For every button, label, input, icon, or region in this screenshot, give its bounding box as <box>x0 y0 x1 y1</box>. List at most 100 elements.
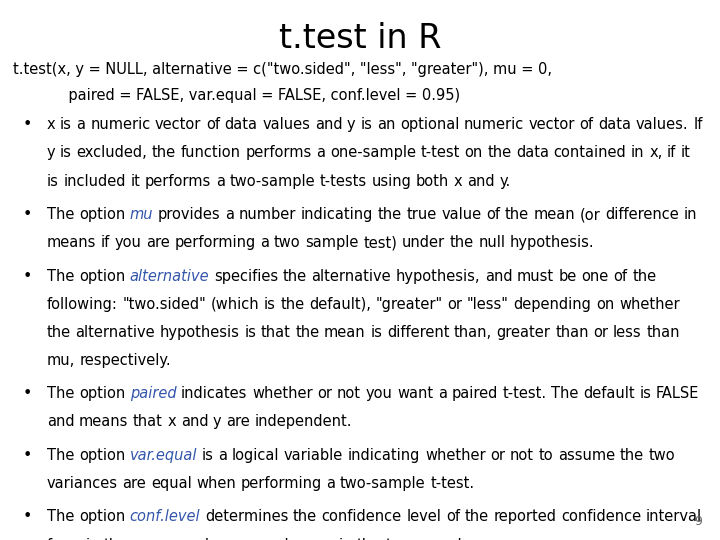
Text: one-sample: one-sample <box>132 537 218 540</box>
Text: the: the <box>378 207 402 222</box>
Text: or: or <box>593 325 608 340</box>
Text: numeric: numeric <box>90 117 150 132</box>
Text: hypothesis.: hypothesis. <box>510 235 595 250</box>
Text: that: that <box>133 414 163 429</box>
Text: is: is <box>60 145 72 160</box>
Text: different: different <box>387 325 449 340</box>
Text: to: to <box>539 448 553 463</box>
Text: is: is <box>202 448 214 463</box>
Text: optional: optional <box>400 117 459 132</box>
Text: the: the <box>505 207 528 222</box>
Text: option: option <box>78 268 125 284</box>
Text: performs: performs <box>246 145 312 160</box>
Text: if: if <box>101 235 110 250</box>
Text: and: and <box>261 537 289 540</box>
Text: •: • <box>22 448 32 463</box>
Text: using: using <box>372 173 411 188</box>
Text: or: or <box>447 296 462 312</box>
Text: mean: mean <box>534 207 575 222</box>
Text: The: The <box>47 207 74 222</box>
Text: t.test(x, y = NULL, alternative = c("two.sided", "less", "greater"), mu = 0,: t.test(x, y = NULL, alternative = c("two… <box>13 62 552 77</box>
Text: included: included <box>63 173 126 188</box>
Text: true: true <box>406 207 436 222</box>
Text: var.equal: var.equal <box>130 448 197 463</box>
Text: are: are <box>122 476 146 491</box>
Text: two-sample: two-sample <box>386 537 472 540</box>
Text: one-sample: one-sample <box>330 145 416 160</box>
Text: default),: default), <box>309 296 371 312</box>
Text: variable: variable <box>284 448 343 463</box>
Text: on: on <box>464 145 482 160</box>
Text: level: level <box>406 509 441 524</box>
Text: logical: logical <box>232 448 279 463</box>
Text: in: in <box>339 537 352 540</box>
Text: a: a <box>225 207 234 222</box>
Text: is: is <box>370 325 382 340</box>
Text: The: The <box>47 509 74 524</box>
Text: •: • <box>22 268 32 284</box>
Text: the: the <box>293 509 317 524</box>
Text: an: an <box>377 117 395 132</box>
Text: data: data <box>516 145 549 160</box>
Text: confidence: confidence <box>561 509 641 524</box>
Text: the: the <box>619 448 644 463</box>
Text: FALSE: FALSE <box>656 386 699 401</box>
Text: •: • <box>22 509 32 524</box>
Text: of: of <box>206 117 220 132</box>
Text: difference: difference <box>605 207 679 222</box>
Text: assume: assume <box>558 448 615 463</box>
Text: respectively.: respectively. <box>80 353 171 368</box>
Text: μ₁-: μ₁- <box>294 537 315 540</box>
Text: less: less <box>613 325 642 340</box>
Text: •: • <box>22 386 32 401</box>
Text: option: option <box>78 386 125 401</box>
Text: that: that <box>261 325 291 340</box>
Text: number: number <box>238 207 296 222</box>
Text: y: y <box>213 414 222 429</box>
Text: t-test: t-test <box>420 145 460 160</box>
Text: y.: y. <box>499 173 510 188</box>
Text: excluded,: excluded, <box>76 145 148 160</box>
Text: performs: performs <box>145 173 211 188</box>
Text: sample: sample <box>305 235 359 250</box>
Text: indicates: indicates <box>181 386 247 401</box>
Text: t-test.: t-test. <box>503 386 546 401</box>
Text: alternative: alternative <box>76 325 156 340</box>
Text: the: the <box>632 268 657 284</box>
Text: t-test.: t-test. <box>431 476 474 491</box>
Text: the: the <box>152 145 176 160</box>
Text: The: The <box>47 386 74 401</box>
Text: hypothesis,: hypothesis, <box>396 268 480 284</box>
Text: null: null <box>478 235 505 250</box>
Text: the: the <box>449 235 474 250</box>
Text: a: a <box>76 117 86 132</box>
Text: whether: whether <box>425 448 485 463</box>
Text: be: be <box>559 268 577 284</box>
Text: than: than <box>555 325 589 340</box>
Text: or: or <box>490 448 505 463</box>
Text: you: you <box>366 386 392 401</box>
Text: are: are <box>226 414 250 429</box>
Text: If: If <box>693 117 703 132</box>
Text: of: of <box>446 509 460 524</box>
Text: the: the <box>47 325 71 340</box>
Text: the: the <box>464 509 489 524</box>
Text: option: option <box>78 448 125 463</box>
Text: whether: whether <box>252 386 312 401</box>
Text: not: not <box>337 386 361 401</box>
Text: is: is <box>360 117 372 132</box>
Text: reported: reported <box>493 509 557 524</box>
Text: data: data <box>225 117 258 132</box>
Text: of: of <box>486 207 500 222</box>
Text: (which: (which <box>211 296 259 312</box>
Text: the: the <box>104 537 128 540</box>
Text: want: want <box>397 386 433 401</box>
Text: data: data <box>598 117 631 132</box>
Text: the: the <box>487 145 511 160</box>
Text: option: option <box>78 207 125 222</box>
Text: if: if <box>667 145 676 160</box>
Text: specifies: specifies <box>214 268 278 284</box>
Text: t-tests: t-tests <box>320 173 366 188</box>
Text: x,: x, <box>649 145 662 160</box>
Text: values: values <box>262 117 310 132</box>
